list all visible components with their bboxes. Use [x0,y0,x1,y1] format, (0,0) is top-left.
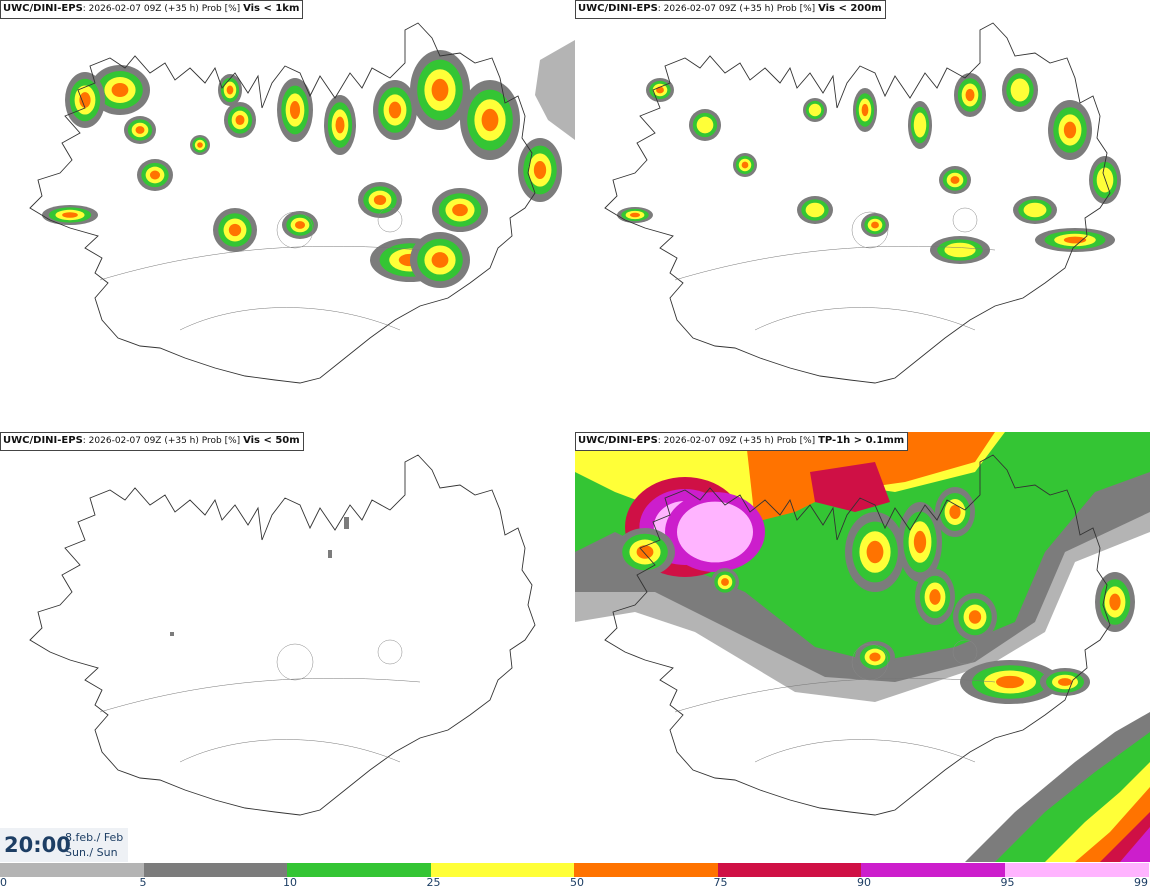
scale-band-90-95 [861,863,1005,877]
valid-time: 20:00 [4,833,71,857]
probability-field [170,517,349,636]
threshold-label: Vis < 1km [243,3,300,14]
threshold-label: Vis < 200m [818,3,882,14]
scale-tick-label: 25 [426,876,441,889]
run-info: 2026-02-07 09Z (+35 h) Prob [%] [663,436,816,446]
map-canvas [29,454,536,816]
scale-tick-label: 95 [1000,876,1015,889]
valid-date: 8.feb./ Feb [65,831,124,844]
scale-band-75-90 [717,863,862,877]
scale-band-25-50 [430,863,575,877]
probability-field [617,68,1121,264]
map-panel-vis-50m: UWC/DINI-EPS: 2026-02-07 09Z (+35 h) Pro… [0,432,575,862]
model-name: UWC/DINI-EPS [3,435,83,446]
scale-band-0-5 [0,863,144,877]
map-panel-vis-1km: UWC/DINI-EPS: 2026-02-07 09Z (+35 h) Pro… [0,0,575,430]
panel-title: UWC/DINI-EPS: 2026-02-07 09Z (+35 h) Pro… [0,432,304,451]
scale-tick-label: 90 [857,876,871,889]
probability-field [42,40,575,288]
scale-tick-label: 0 [0,876,7,889]
valid-time-box: 20:00 8.feb./ Feb Sun./ Sun [0,828,128,862]
scale-tick-label: 50 [570,876,584,889]
panel-title: UWC/DINI-EPS: 2026-02-07 09Z (+35 h) Pro… [575,432,909,451]
coastline [604,454,1111,816]
threshold-label: Vis < 50m [243,435,300,446]
run-info: 2026-02-07 09Z (+35 h) Prob [%] [88,4,241,14]
map-canvas [604,22,1121,384]
panel-title: UWC/DINI-EPS: 2026-02-07 09Z (+35 h) Pro… [0,0,304,19]
probability-field [575,432,1150,862]
map-panel-precip: UWC/DINI-EPS: 2026-02-07 09Z (+35 h) Pro… [575,432,1150,862]
scale-band-10-25 [287,863,431,877]
coastline [604,22,1111,384]
scale-band-5-10 [143,863,288,877]
scale-tick-label: 5 [139,876,147,889]
valid-weekday: Sun./ Sun [65,846,118,859]
map-canvas [575,432,1150,862]
model-name: UWC/DINI-EPS [3,3,83,14]
scale-tick-label: 75 [713,876,728,889]
coastline [29,454,536,816]
run-info: 2026-02-07 09Z (+35 h) Prob [%] [663,4,816,14]
scale-tick-label: 99 [1134,876,1148,889]
threshold-label: TP-1h > 0.1mm [818,435,905,446]
map-panel-vis-200m: UWC/DINI-EPS: 2026-02-07 09Z (+35 h) Pro… [575,0,1150,430]
model-name: UWC/DINI-EPS [578,3,658,14]
probability-color-scale: 0 5 10 25 50 75 90 95 99 [0,862,1150,891]
panel-title: UWC/DINI-EPS: 2026-02-07 09Z (+35 h) Pro… [575,0,886,19]
model-name: UWC/DINI-EPS [578,435,658,446]
run-info: 2026-02-07 09Z (+35 h) Prob [%] [88,436,241,446]
map-canvas [29,22,575,384]
coastline [29,22,536,384]
scale-band-50-75 [574,863,718,877]
scale-tick-label: 10 [283,876,297,889]
scale-band-95-99 [1004,863,1149,877]
